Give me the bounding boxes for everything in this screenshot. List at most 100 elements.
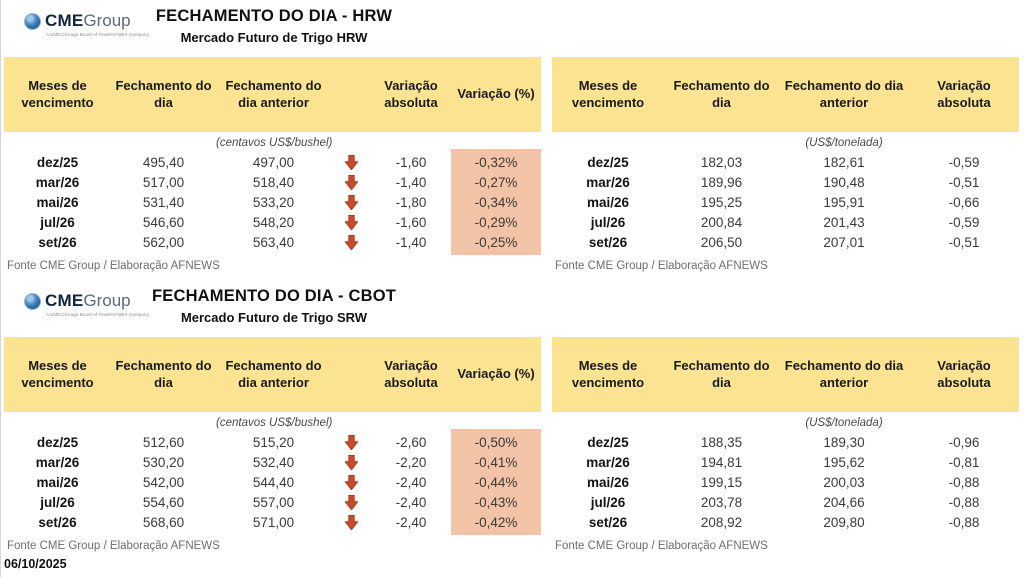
table-row: jul/26 200,84 201,43 -0,59: [552, 212, 1019, 232]
prev-close-cell: 532,40: [252, 454, 295, 470]
close-cell: 568,60: [142, 514, 185, 530]
abs-change-cell: -0,59: [948, 154, 980, 170]
pct-change-cell: -0,32%: [451, 152, 541, 172]
prev-close-cell: 563,40: [252, 234, 295, 250]
prev-close-cell: 207,01: [823, 234, 865, 250]
abs-change-cell: -1,80: [395, 194, 427, 210]
prev-close-cell: 515,20: [252, 434, 295, 450]
table-row: mai/26 531,40 533,20 -1,80 -0,34%: [4, 192, 541, 212]
prev-close-cell: 201,43: [823, 214, 865, 230]
month-cell: set/26: [38, 514, 77, 530]
month-cell: mar/26: [586, 454, 630, 470]
col-header-prev-close: Fechamento do dia anterior: [784, 78, 904, 110]
close-cell: 542,00: [142, 474, 185, 490]
srw-tonelada-table: Meses de vencimento Fechamento do dia Fe…: [552, 337, 1019, 552]
prev-close-cell: 204,66: [823, 494, 865, 510]
section-header: CMEGroup A CME/Chicago Board of Trade/NY…: [4, 285, 1024, 333]
col-header-pct-change: Variação (%): [457, 86, 535, 102]
pct-change-cell: -0,25%: [451, 232, 541, 252]
table-row: mai/26 199,15 200,03 -0,88: [552, 472, 1019, 492]
unit-label: (centavos US$/bushel): [216, 417, 333, 429]
month-cell: mai/26: [586, 194, 630, 210]
abs-change-cell: -1,60: [395, 214, 427, 230]
logo-group-text: Group: [83, 11, 131, 30]
table-row: set/26 208,92 209,80 -0,88: [552, 512, 1019, 532]
close-cell: 512,60: [142, 434, 185, 450]
close-cell: 195,25: [700, 194, 743, 210]
col-header-months: Meses de vencimento: [21, 78, 94, 110]
section-subtitle: Mercado Futuro de Trigo HRW: [180, 30, 368, 45]
unit-label: (centavos US$/bushel): [216, 137, 333, 149]
table-row: mar/26 530,20 532,40 -2,20 -0,41%: [4, 452, 541, 472]
col-header-prev-close: Fechamento do dia anterior: [225, 358, 322, 390]
source-note: Fonte CME Group / Elaboração AFNEWS: [7, 540, 220, 552]
table-row: set/26 206,50 207,01 -0,51: [552, 232, 1019, 252]
source-note: Fonte CME Group / Elaboração AFNEWS: [7, 260, 220, 272]
col-header-months: Meses de vencimento: [21, 358, 94, 390]
globe-icon: [24, 292, 41, 310]
prev-close-cell: 557,00: [252, 494, 295, 510]
down-arrow-icon: [331, 494, 371, 510]
abs-change-cell: -0,88: [948, 474, 980, 490]
logo-cme-text: CME: [45, 291, 84, 310]
abs-change-cell: -1,40: [395, 174, 427, 190]
pct-change-cell: -0,29%: [451, 212, 541, 232]
col-header-abs-change: Variação absoluta: [937, 78, 991, 110]
close-cell: 208,92: [700, 514, 743, 530]
cme-group-logo: CMEGroup A CME/Chicago Board of Trade/NY…: [24, 11, 149, 37]
table-row: mar/26 517,00 518,40 -1,40 -0,27%: [4, 172, 541, 192]
col-header-prev-close: Fechamento do dia anterior: [225, 78, 322, 110]
close-cell: 546,60: [142, 214, 185, 230]
col-header-prev-close: Fechamento do dia anterior: [784, 358, 904, 390]
month-cell: mar/26: [586, 174, 630, 190]
globe-icon: [24, 12, 41, 30]
section-titles: FECHAMENTO DO DIA - HRW Mercado Futuro d…: [4, 7, 544, 45]
srw-bushel-table: Meses de vencimento Fechamento do dia Fe…: [4, 337, 541, 552]
unit-label: (US$/tonelada): [805, 137, 883, 149]
hrw-tonelada-table: Meses de vencimento Fechamento do dia Fe…: [552, 57, 1019, 272]
month-cell: mai/26: [586, 474, 630, 490]
down-arrow-icon: [331, 234, 371, 250]
prev-close-cell: 533,20: [252, 194, 295, 210]
table-header-row: Meses de vencimento Fechamento do dia Fe…: [552, 57, 1019, 132]
close-cell: 495,40: [142, 154, 185, 170]
section-titles: FECHAMENTO DO DIA - CBOT Mercado Futuro …: [4, 287, 544, 325]
report-date: 06/10/2025: [4, 557, 67, 571]
close-cell: 517,00: [142, 174, 185, 190]
abs-change-cell: -0,96: [948, 434, 980, 450]
table-row: dez/25 495,40 497,00 -1,60 -0,32%: [4, 152, 541, 172]
down-arrow-icon: [331, 194, 371, 210]
logo-tagline: A CME/Chicago Board of Trade/NYMEX Compa…: [46, 312, 149, 317]
month-cell: jul/26: [40, 494, 75, 510]
section-hrw: CMEGroup A CME/Chicago Board of Trade/NY…: [4, 5, 1024, 272]
section-title: FECHAMENTO DO DIA - CBOT: [151, 287, 397, 305]
table-row: mar/26 194,81 195,62 -0,81: [552, 452, 1019, 472]
table-row: set/26 568,60 571,00 -2,40 -0,42%: [4, 512, 541, 532]
prev-close-cell: 195,62: [823, 454, 865, 470]
source-note: Fonte CME Group / Elaboração AFNEWS: [555, 260, 768, 272]
close-cell: 562,00: [142, 234, 185, 250]
down-arrow-icon: [331, 434, 371, 450]
unit-row: (US$/tonelada): [552, 134, 1019, 152]
table-row: dez/25 182,03 182,61 -0,59: [552, 152, 1019, 172]
abs-change-cell: -0,51: [948, 174, 980, 190]
abs-change-cell: -0,88: [948, 494, 980, 510]
unit-row: (centavos US$/bushel): [4, 414, 541, 432]
month-cell: jul/26: [40, 214, 75, 230]
prev-close-cell: 548,20: [252, 214, 295, 230]
pct-change-cell: -0,43%: [451, 492, 541, 512]
table-row: mai/26 542,00 544,40 -2,40 -0,44%: [4, 472, 541, 492]
prev-close-cell: 200,03: [823, 474, 865, 490]
close-cell: 188,35: [700, 434, 743, 450]
col-header-months: Meses de vencimento: [571, 358, 645, 390]
pct-change-cell: -0,34%: [451, 192, 541, 212]
table-row: set/26 562,00 563,40 -1,40 -0,25%: [4, 232, 541, 252]
down-arrow-icon: [331, 474, 371, 490]
close-cell: 182,03: [700, 154, 743, 170]
close-cell: 530,20: [142, 454, 185, 470]
unit-row: (US$/tonelada): [552, 414, 1019, 432]
pct-change-cell: -0,44%: [451, 472, 541, 492]
source-note: Fonte CME Group / Elaboração AFNEWS: [555, 540, 768, 552]
prev-close-cell: 544,40: [252, 474, 295, 490]
